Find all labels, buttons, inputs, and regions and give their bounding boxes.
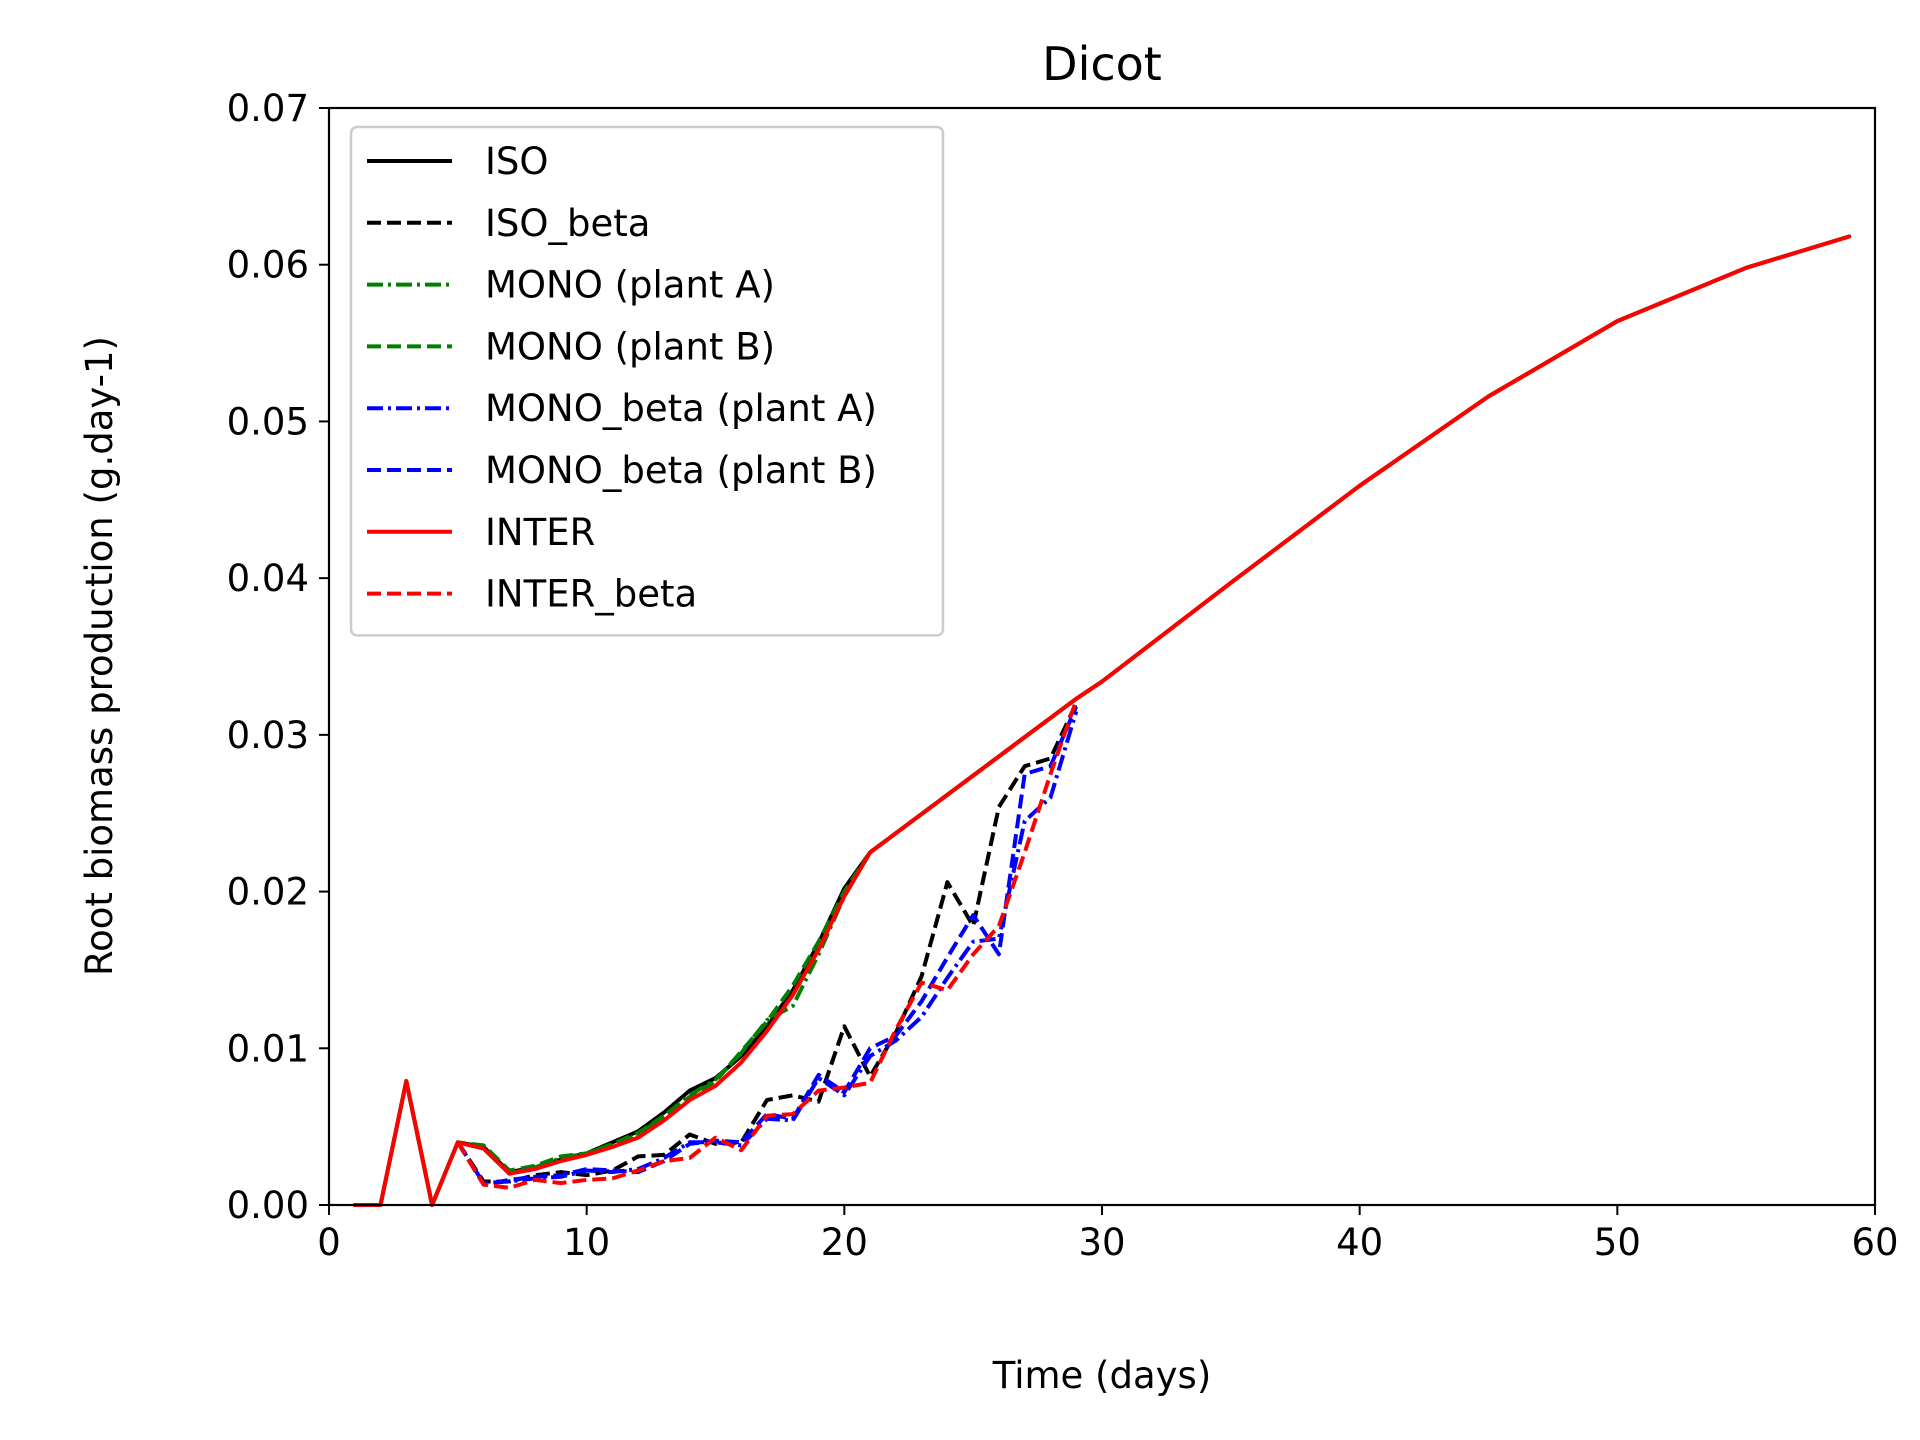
x-tick-label: 60 xyxy=(1851,1221,1898,1264)
x-tick-label: 50 xyxy=(1594,1221,1641,1264)
series-line-iso-beta xyxy=(456,702,1079,1184)
chart-title: Dicot xyxy=(1042,37,1162,91)
legend-label-mono-plant-a: MONO (plant A) xyxy=(485,264,775,307)
x-tick-label: 20 xyxy=(821,1221,868,1264)
y-tick-label: 0.07 xyxy=(227,87,309,130)
x-tick-label: 30 xyxy=(1078,1221,1125,1264)
series-line-mono-beta-plant-b xyxy=(456,705,1079,1187)
y-tick-label: 0.04 xyxy=(227,557,309,600)
y-tick-label: 0.05 xyxy=(227,400,309,443)
y-axis-label: Root biomass production (g.day-1) xyxy=(78,336,121,976)
x-tick-label: 0 xyxy=(317,1221,341,1264)
x-axis-ticks: 0 10 20 30 40 50 60 xyxy=(317,1205,1899,1264)
y-tick-label: 0.00 xyxy=(227,1184,309,1227)
legend-label-mono-beta-plant-a: MONO_beta (plant A) xyxy=(485,387,877,430)
legend-label-inter-beta: INTER_beta xyxy=(485,573,697,616)
x-tick-label: 40 xyxy=(1336,1221,1383,1264)
legend-label-iso-beta: ISO_beta xyxy=(485,202,650,245)
legend-label-mono-plant-b: MONO (plant B) xyxy=(485,325,775,368)
series-line-inter xyxy=(352,234,1852,1207)
y-tick-label: 0.06 xyxy=(227,244,309,287)
x-axis-label: Time (days) xyxy=(992,1354,1212,1397)
y-tick-label: 0.02 xyxy=(227,871,309,914)
y-tick-label: 0.03 xyxy=(227,714,309,757)
y-axis-ticks: 0.00 0.01 0.02 0.03 0.04 0.05 0.06 0.07 xyxy=(227,87,329,1227)
legend-label-inter: INTER xyxy=(485,511,595,554)
x-tick-label: 10 xyxy=(563,1221,610,1264)
legend-label-mono-beta-plant-b: MONO_beta (plant B) xyxy=(485,449,877,492)
legend-label-iso: ISO xyxy=(485,140,549,183)
plot-frame xyxy=(327,106,1877,1207)
plot-lines xyxy=(352,234,1852,1207)
series-line-inter-beta xyxy=(456,699,1079,1190)
y-tick-label: 0.01 xyxy=(227,1027,309,1070)
legend: ISO ISO_beta MONO (plant A) MONO (plant B) M… xyxy=(349,125,945,637)
legend-box xyxy=(349,125,945,637)
